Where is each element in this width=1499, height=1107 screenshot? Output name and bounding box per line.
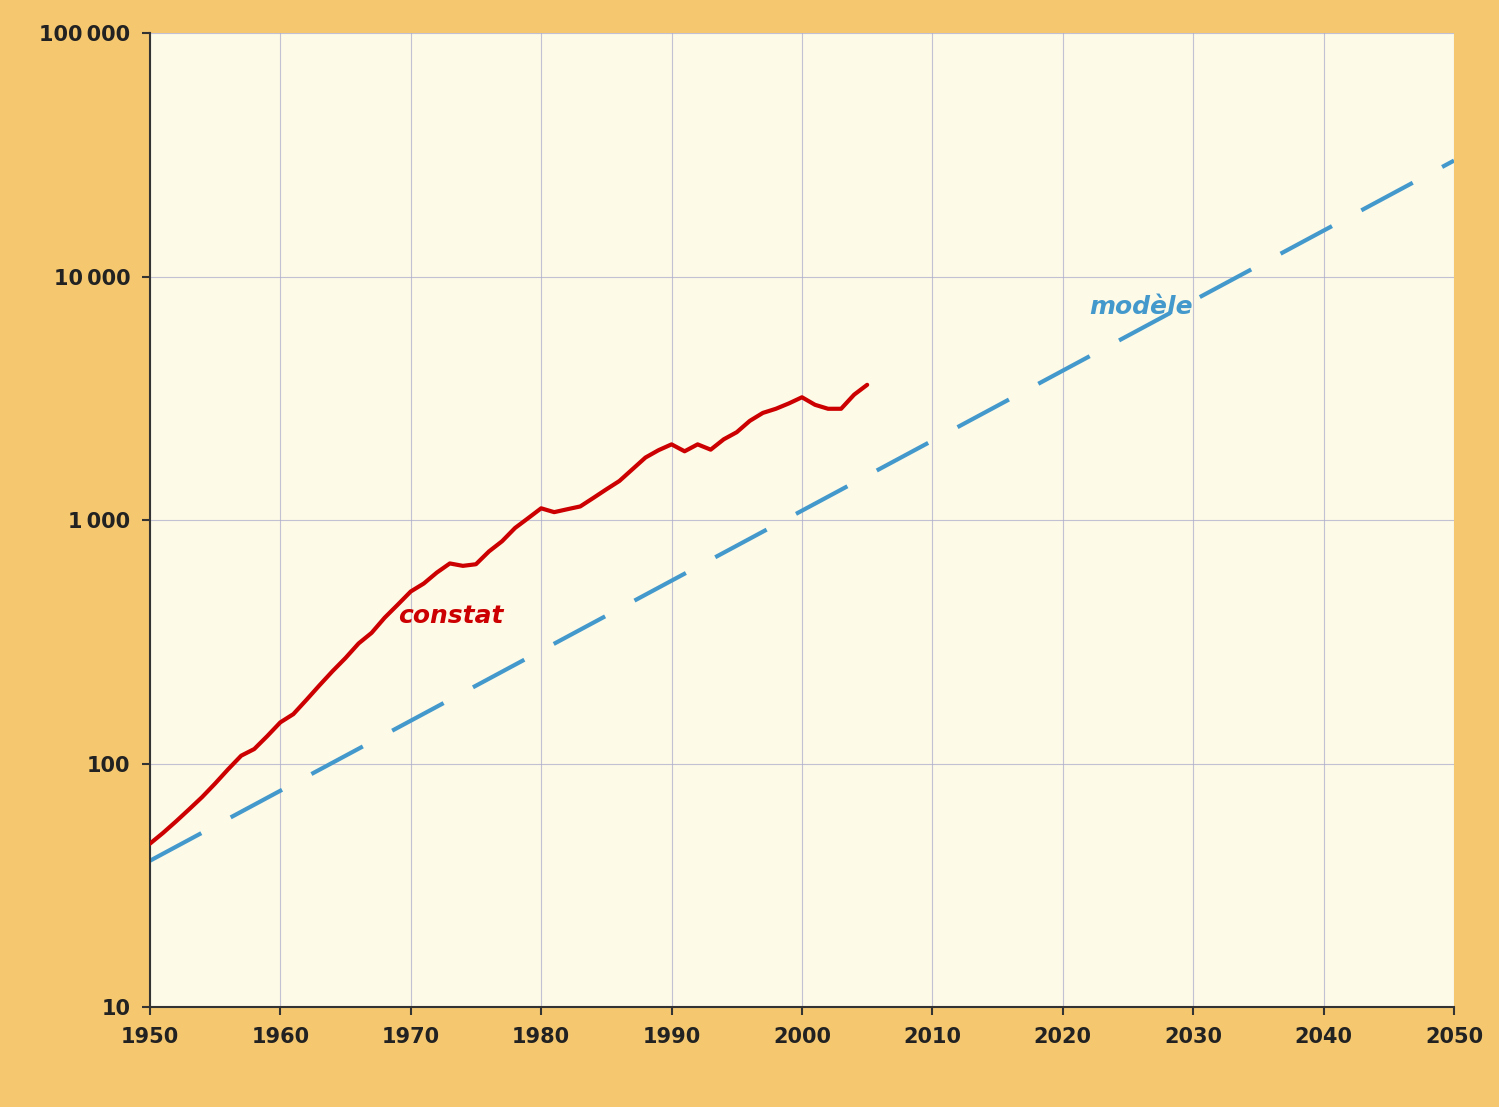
- Text: constat: constat: [397, 603, 504, 628]
- Text: modèle: modèle: [1088, 296, 1193, 320]
